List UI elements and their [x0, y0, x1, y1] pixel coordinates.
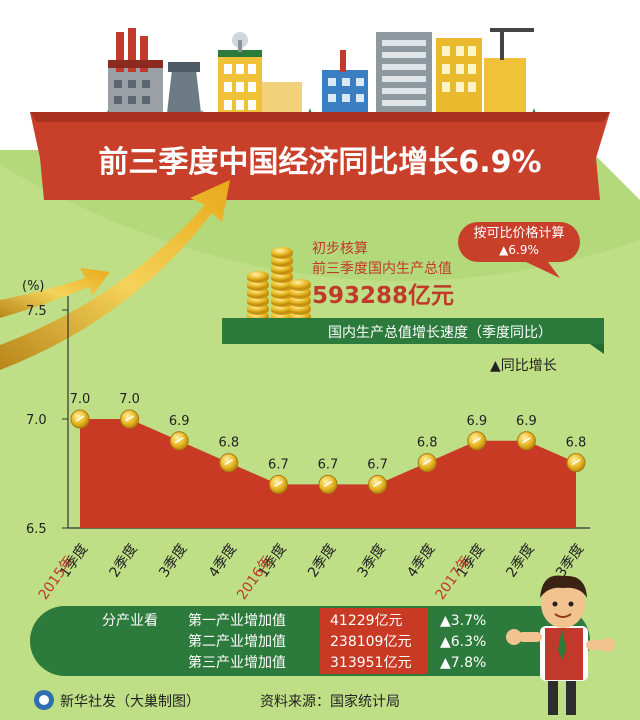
title-banner: 前三季度中国经济同比增长6.9% — [30, 112, 610, 200]
chart-banner-text: 国内生产总值增长速度（季度同比） — [328, 325, 552, 341]
data-value-label: 7.0 — [119, 392, 140, 407]
badge-line2: ▲6.9% — [499, 243, 539, 257]
marker-arrow — [75, 415, 85, 422]
industry-value: 313951亿元 — [330, 655, 411, 671]
price-badge: 按可比价格计算 ▲6.9% — [458, 222, 580, 278]
gdp-value: 593288亿元 — [312, 283, 454, 309]
gdp-line1: 初步核算 — [312, 240, 368, 257]
marker-arrow — [571, 458, 581, 466]
footer: 新华社发（大巢制图） 资料来源：国家统计局 — [34, 690, 400, 710]
mascot-illustration — [506, 575, 615, 715]
industry-growth: ▲3.7% — [440, 613, 486, 629]
y-tick-label: 7.0 — [26, 413, 47, 428]
page-title: 前三季度中国经济同比增长6.9% — [98, 145, 541, 180]
panel-highlight — [0, 165, 640, 720]
data-value-label: 6.8 — [566, 436, 587, 451]
gdp-growth-area — [80, 419, 576, 528]
marker-arrow — [422, 458, 432, 466]
industry-panel: 分产业看 第一产业增加值 41229亿元 ▲3.7% 第二产业增加值 238109亿元 ▲… — [30, 606, 590, 676]
data-value-label: 6.8 — [218, 436, 239, 451]
industry-heading: 分产业看 — [102, 613, 158, 629]
growth-arrows-illustration — [0, 180, 230, 370]
industry-name: 第二产业增加值 — [188, 633, 286, 650]
marker-arrow — [274, 480, 283, 488]
coin-top — [271, 247, 293, 257]
industry-growth: ▲7.8% — [440, 655, 486, 671]
industry-name: 第一产业增加值 — [188, 612, 286, 629]
y-tick-label: 7.5 — [26, 304, 47, 319]
marker-arrow — [224, 458, 234, 466]
data-value-label: 6.9 — [466, 414, 487, 429]
data-value-label: 6.7 — [268, 457, 289, 472]
coin-top — [247, 271, 269, 281]
data-value-label: 6.9 — [516, 414, 537, 429]
industry-value: 238109亿元 — [330, 634, 411, 650]
legend-label: ▲同比增长 — [490, 358, 557, 374]
industry-value: 41229亿元 — [330, 613, 403, 629]
footer-source: 资料来源：国家统计局 — [260, 693, 400, 710]
footer-credit: 新华社发（大巢制图） — [60, 694, 200, 710]
coin-stack-illustration — [247, 247, 311, 323]
y-unit-label: (%) — [22, 279, 45, 294]
data-value-label: 6.8 — [417, 436, 438, 451]
marker-arrow — [472, 437, 482, 444]
marker-arrow — [373, 480, 382, 488]
marker-arrow — [125, 415, 134, 422]
marker-arrow — [174, 437, 184, 444]
gdp-summary: 初步核算 前三季度国内生产总值 593288亿元 — [312, 240, 454, 309]
data-value-label: 7.0 — [70, 392, 91, 407]
industry-growth: ▲6.3% — [440, 634, 486, 650]
industry-name: 第三产业增加值 — [188, 654, 286, 671]
coin-top — [289, 279, 311, 289]
y-tick-label: 6.5 — [26, 522, 47, 537]
chart-banner: 国内生产总值增长速度（季度同比） — [222, 318, 604, 354]
data-value-label: 6.7 — [318, 457, 339, 472]
marker-arrow — [323, 480, 333, 488]
data-value-label: 6.7 — [367, 457, 388, 472]
badge-line1: 按可比价格计算 — [473, 225, 564, 241]
gdp-line2: 前三季度国内生产总值 — [312, 260, 452, 277]
data-value-label: 6.9 — [169, 414, 190, 429]
marker-arrow — [522, 437, 531, 444]
